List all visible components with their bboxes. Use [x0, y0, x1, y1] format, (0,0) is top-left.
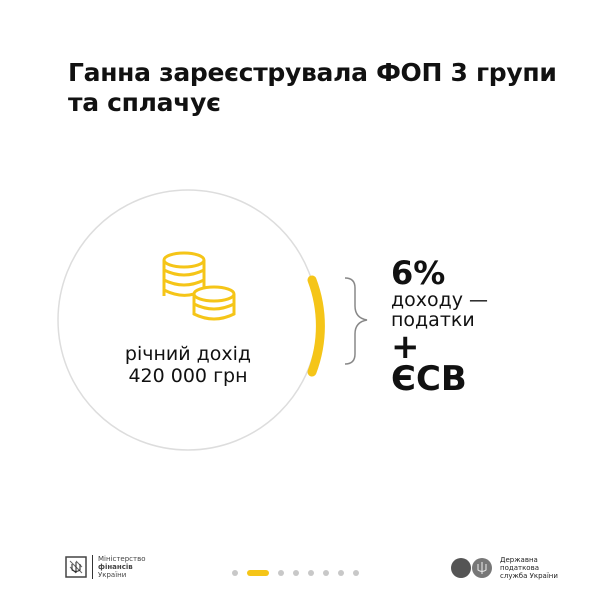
coins-icon: [162, 251, 236, 321]
minfin-line-3: України: [98, 571, 127, 579]
annual-income: річний дохід 420 000 грн: [100, 343, 276, 387]
trident-icon: [65, 556, 87, 578]
page-dot-7[interactable]: [338, 570, 344, 576]
page-dot-6[interactable]: [323, 570, 329, 576]
highlight-arc: [307, 275, 325, 377]
title-line-2: та сплачує: [68, 88, 221, 117]
dps-logo: Державна податкова служба України: [450, 556, 558, 580]
minfin-line-2: фінансів: [98, 563, 133, 571]
page-title: Ганна зареєструвала ФОП 3 групи та сплач…: [68, 58, 557, 118]
page-dot-4[interactable]: [293, 570, 299, 576]
dps-line-1: Державна: [500, 556, 538, 564]
dps-emblem-icon: [451, 558, 492, 578]
plus-sign: +: [391, 327, 420, 367]
esv-label: ЄСВ: [391, 359, 467, 399]
page-dot-2-active[interactable]: [247, 570, 269, 576]
tax-percent: 6%: [391, 254, 446, 292]
tax-desc-2: податки: [391, 309, 475, 331]
income-circle: [57, 189, 319, 451]
page-dot-3[interactable]: [278, 570, 284, 576]
tax-desc-1: доходу —: [391, 289, 489, 311]
dps-line-3: служба України: [500, 572, 558, 580]
tax-result: 6% доходу — податки + ЄСВ: [391, 256, 488, 396]
minfin-line-1: Міністерство: [98, 555, 146, 563]
page-dot-8[interactable]: [353, 570, 359, 576]
minfin-logo: Міністерство фінансів України: [65, 555, 146, 579]
pagination: [232, 570, 359, 576]
dps-line-2: податкова: [500, 564, 539, 572]
brace-icon: [344, 277, 368, 365]
page-dot-5[interactable]: [308, 570, 314, 576]
title-line-1: Ганна зареєструвала ФОП 3 групи: [68, 58, 557, 87]
income-label: річний дохід: [124, 343, 252, 365]
income-amount: 420 000 грн: [128, 365, 248, 387]
page-dot-1[interactable]: [232, 570, 238, 576]
